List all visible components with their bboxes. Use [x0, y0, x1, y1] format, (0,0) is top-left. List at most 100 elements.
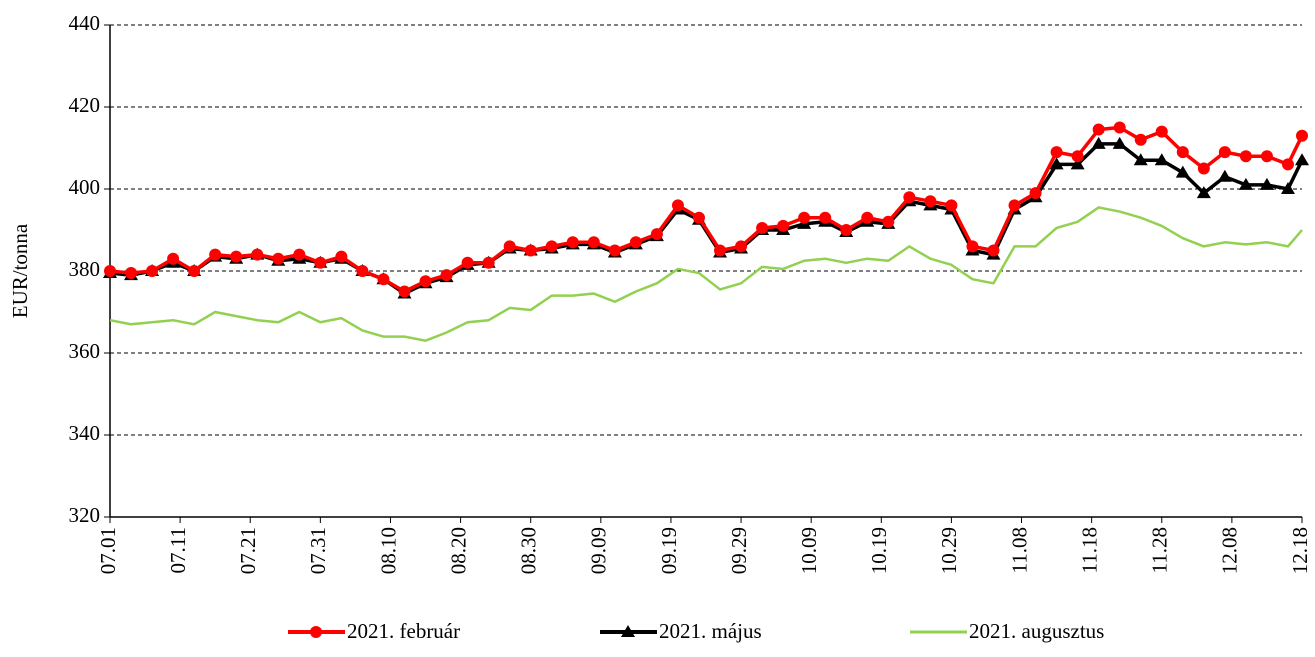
- point: [377, 273, 390, 286]
- x-tick-label: 09.09: [587, 527, 611, 574]
- point: [924, 195, 937, 208]
- point: [987, 244, 1000, 257]
- legend-label: 2021. február: [347, 619, 460, 643]
- point: [524, 244, 537, 257]
- x-tick-label: 07.11: [166, 527, 190, 573]
- point: [1239, 150, 1252, 163]
- point: [1296, 129, 1308, 142]
- point: [1280, 182, 1295, 194]
- point: [1113, 121, 1126, 134]
- x-tick-label: 11.18: [1077, 527, 1101, 573]
- x-tick-label: 11.28: [1148, 527, 1172, 573]
- y-tick-label: 340: [69, 421, 101, 445]
- point: [209, 248, 222, 261]
- point: [629, 236, 642, 249]
- point: [482, 256, 495, 269]
- point: [188, 265, 201, 277]
- point: [440, 269, 453, 282]
- point: [1197, 162, 1210, 175]
- x-tick-label: 09.29: [727, 527, 751, 574]
- point: [714, 244, 727, 257]
- point: [1070, 157, 1085, 170]
- x-tick-label: 10.09: [797, 527, 821, 574]
- point: [777, 219, 790, 232]
- point: [335, 250, 348, 263]
- point: [945, 199, 958, 212]
- point: [1029, 187, 1042, 200]
- point: [1092, 123, 1105, 136]
- point: [882, 215, 895, 228]
- y-tick-label: 400: [69, 175, 101, 199]
- point: [1238, 177, 1253, 190]
- point: [798, 211, 811, 224]
- point: [419, 275, 432, 288]
- point: [671, 199, 684, 212]
- x-tick-label: 11.08: [1007, 527, 1031, 573]
- point: [1260, 150, 1273, 163]
- x-tick-label: 07.31: [306, 527, 330, 574]
- point: [1071, 150, 1084, 163]
- x-tick-label: 09.19: [657, 527, 681, 574]
- point: [104, 265, 116, 277]
- point: [1218, 146, 1231, 159]
- y-tick-label: 380: [69, 257, 101, 281]
- x-tick-label: 07.21: [236, 527, 260, 574]
- point: [1091, 136, 1106, 149]
- x-tick-label: 12.08: [1218, 527, 1242, 574]
- point: [1112, 136, 1127, 149]
- legend-label: 2021. augusztus: [969, 619, 1104, 643]
- point: [1217, 169, 1232, 182]
- point: [608, 244, 621, 257]
- point: [1049, 157, 1064, 170]
- point: [314, 256, 327, 269]
- point: [1154, 153, 1169, 166]
- point: [692, 211, 705, 224]
- point: [1008, 199, 1021, 212]
- point: [1196, 186, 1211, 199]
- x-tick-label: 07.01: [96, 527, 120, 574]
- point: [167, 252, 180, 265]
- point: [966, 240, 979, 253]
- y-tick-label: 440: [69, 11, 101, 35]
- point: [1155, 125, 1168, 138]
- point: [1134, 133, 1147, 146]
- point: [650, 228, 663, 241]
- series-line: [109, 125, 1304, 294]
- point: [272, 252, 285, 265]
- point: [545, 240, 558, 253]
- point: [1259, 177, 1274, 190]
- point: [293, 248, 306, 261]
- x-tick-label: 08.20: [446, 527, 470, 574]
- point: [1050, 146, 1063, 159]
- point: [125, 267, 138, 280]
- point: [398, 285, 411, 298]
- y-axis-label: EUR/tonna: [8, 223, 32, 318]
- point: [1133, 153, 1148, 166]
- point: [1295, 153, 1309, 166]
- point: [861, 211, 874, 224]
- point: [461, 256, 474, 269]
- x-tick-label: 08.10: [376, 527, 400, 574]
- y-tick-label: 420: [69, 93, 101, 117]
- series-line: [109, 206, 1303, 342]
- point: [1175, 165, 1190, 178]
- x-tick-label: 10.29: [937, 527, 961, 574]
- point: [251, 248, 264, 261]
- legend-label: 2021. május: [659, 619, 762, 643]
- point: [230, 250, 243, 263]
- y-tick-label: 320: [69, 503, 101, 527]
- point: [587, 236, 600, 249]
- point: [819, 211, 832, 224]
- point: [566, 236, 579, 249]
- point: [903, 191, 916, 204]
- point: [1281, 158, 1294, 171]
- legend-marker: [621, 625, 635, 637]
- point: [840, 224, 853, 236]
- x-tick-label: 12.18: [1288, 527, 1312, 574]
- point: [735, 240, 748, 253]
- point: [146, 265, 159, 277]
- legend-marker: [310, 626, 322, 638]
- point: [503, 240, 516, 253]
